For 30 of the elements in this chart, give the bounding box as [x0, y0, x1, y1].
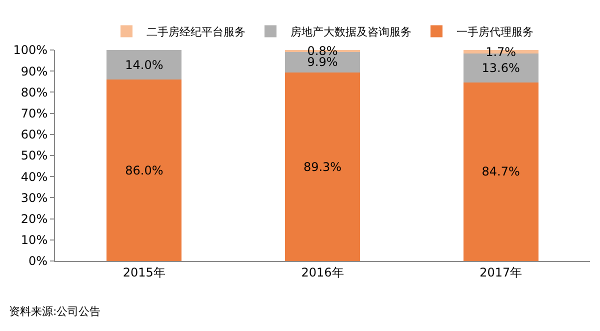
x-tick-label: 2016年 — [301, 265, 344, 280]
y-tick-label: 40% — [20, 170, 48, 184]
bar — [106, 50, 182, 80]
data-label: 1.7% — [486, 44, 516, 59]
x-tick-label: 2017年 — [480, 265, 522, 280]
y-tick-label: 30% — [20, 190, 48, 205]
data-label: 89.3% — [303, 160, 342, 174]
y-tick-label: 100% — [13, 43, 48, 58]
data-label: 9.9% — [307, 55, 338, 70]
legend-label: 一手房代理服务 — [456, 26, 534, 39]
bar — [106, 80, 182, 261]
x-tick-label: 2015年 — [122, 265, 166, 280]
y-tick-label: 10% — [20, 233, 48, 248]
y-tick-label: 0% — [28, 254, 48, 268]
data-label: 84.7% — [482, 164, 520, 179]
legend-label: 二手房经纪平台服务 — [146, 26, 246, 39]
bar — [285, 72, 360, 261]
y-tick-label: 90% — [20, 64, 48, 78]
data-label: 14.0% — [125, 58, 164, 72]
y-tick-label: 50% — [20, 148, 48, 163]
legend-label: 房地产大数据及咨询服务 — [290, 26, 412, 39]
y-tick-label: 20% — [20, 212, 48, 226]
data-label: 13.6% — [482, 60, 520, 75]
y-tick-label: 60% — [20, 128, 48, 142]
text: 资料来源:公司公告 — [9, 305, 101, 318]
y-tick-label: 70% — [20, 106, 48, 120]
y-tick-label: 80% — [20, 85, 48, 100]
data-label: 86.0% — [125, 163, 164, 178]
bar — [463, 82, 538, 261]
data-label: 0.8% — [307, 44, 338, 58]
